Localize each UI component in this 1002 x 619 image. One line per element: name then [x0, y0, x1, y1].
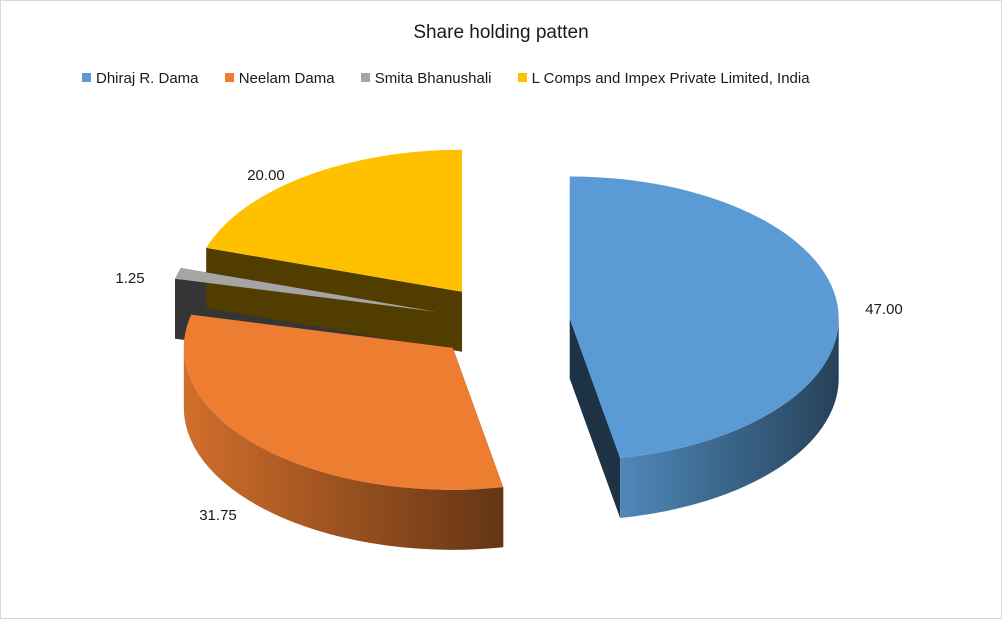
data-label: 1.25 — [115, 270, 144, 287]
legend-swatch — [224, 73, 234, 82]
legend-swatch — [82, 73, 91, 82]
legend-label: L Comps and Impex Private Limited, India — [531, 70, 810, 87]
legend-label: Dhiraj R. Dama — [96, 70, 199, 87]
pie-slice — [174, 267, 437, 312]
slice-cut-face — [569, 318, 621, 518]
legend-item-lcomps: L Comps and Impex Private Limited, India — [517, 70, 810, 87]
legend-item-neelam: Neelam Dama — [224, 70, 335, 87]
legend-swatch — [360, 73, 370, 82]
legend-label: Neelam Dama — [238, 70, 335, 87]
legend-item-smita: Smita Bhanushali — [360, 70, 492, 87]
legend-swatch — [517, 73, 527, 82]
pie-slice — [569, 176, 839, 458]
legend-item-dhiraj: Dhiraj R. Dama — [82, 70, 199, 87]
slice-cut-face — [206, 247, 463, 352]
pie-slice — [183, 314, 504, 490]
data-label: 20.00 — [247, 167, 285, 184]
chart-legend: Dhiraj R. Dama Neelam Dama Smita Bhanush… — [82, 70, 832, 90]
chart-title: Share holding patten — [413, 22, 589, 43]
slice-side-wall — [183, 347, 504, 550]
data-label: 47.00 — [865, 301, 903, 318]
legend-label: Smita Bhanushali — [374, 70, 492, 87]
pie-slice — [206, 149, 463, 292]
slice-side-wall — [620, 318, 839, 518]
data-label: 31.75 — [199, 507, 237, 524]
